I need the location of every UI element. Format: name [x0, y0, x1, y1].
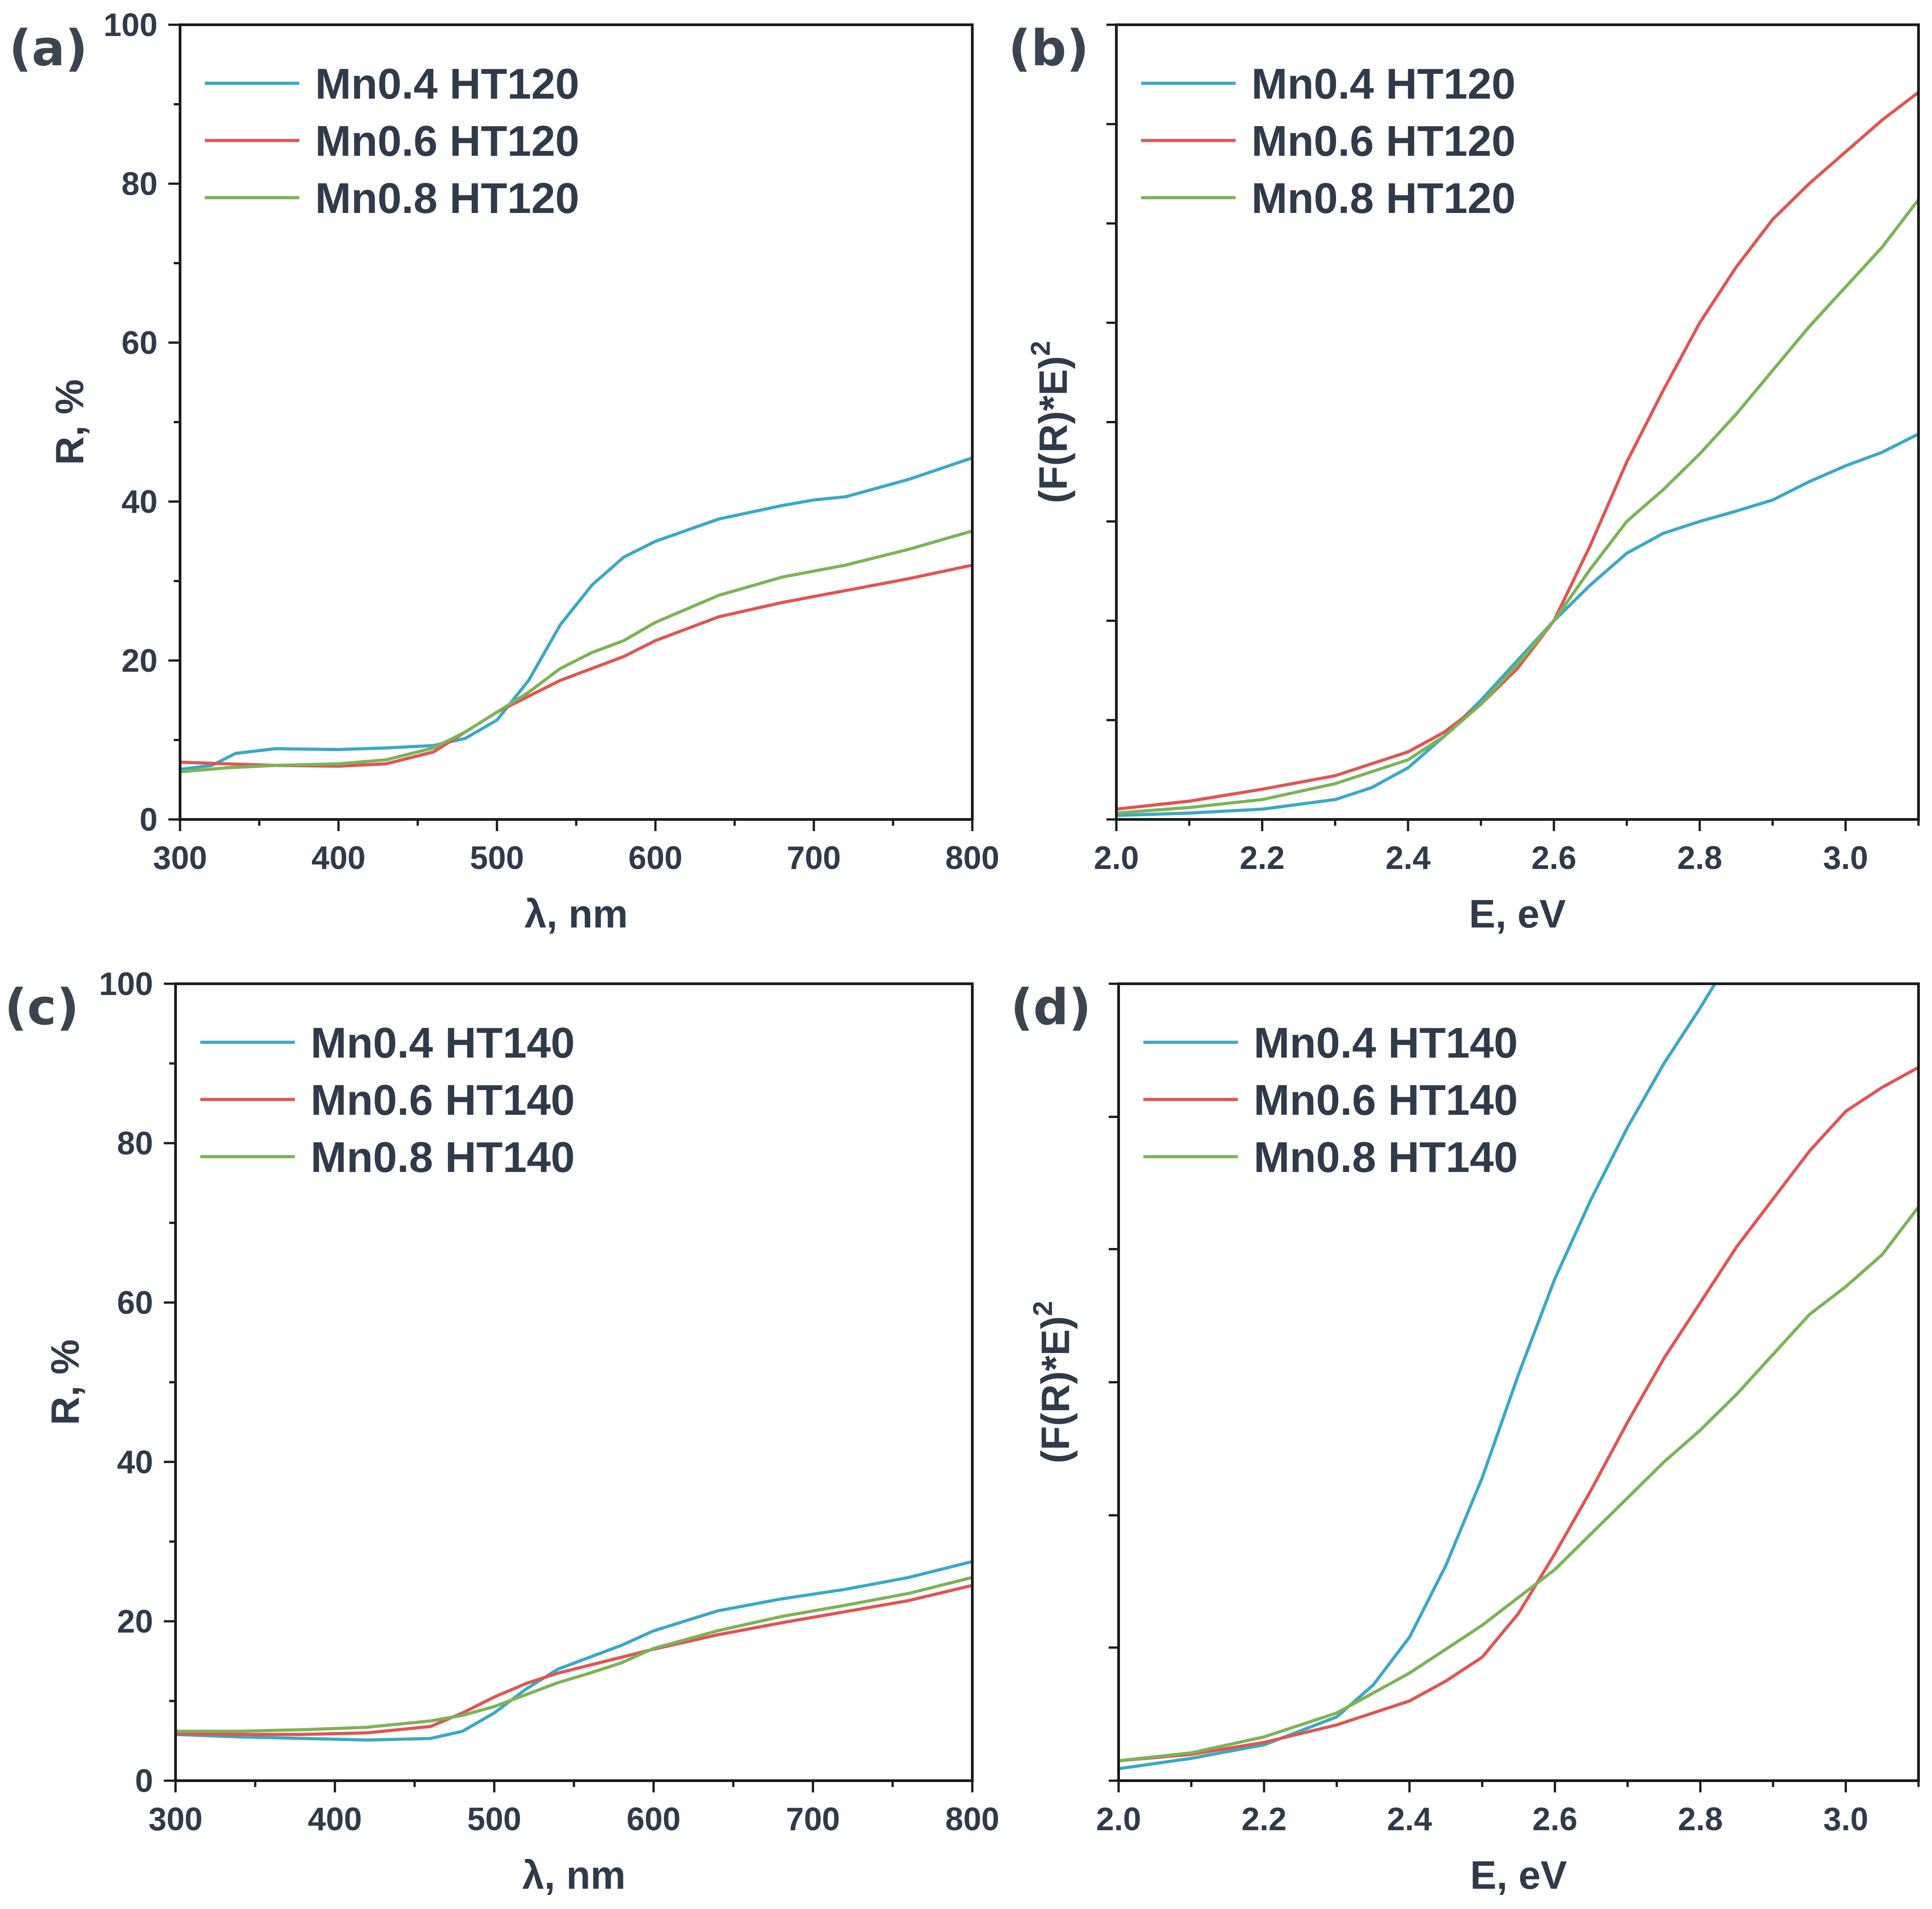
legend-label: Mn0.4 HT140: [311, 1019, 575, 1067]
legend-label: Mn0.8 HT120: [1251, 174, 1516, 222]
series-line-mn0-6-ht140: [1119, 1066, 1918, 1763]
y-tick-label: 20: [117, 1604, 153, 1640]
x-tick-label: 500: [470, 840, 524, 876]
y-tick-label: 80: [117, 1126, 153, 1162]
legend-label: Mn0.6 HT120: [1251, 117, 1516, 165]
x-tick-label: 800: [945, 1801, 999, 1837]
x-tick-label: 2.4: [1386, 840, 1431, 876]
legend: Mn0.4 HT120 Mn0.6 HT120 Mn0.8 HT120: [1141, 60, 1516, 222]
y-axis-title-text: R, %: [43, 1339, 87, 1425]
x-tick-label: 300: [149, 1801, 203, 1837]
plot-frame: [1117, 982, 1920, 1782]
series-line-mn0-4-ht120: [180, 456, 972, 771]
x-tick-label: 3.0: [1823, 840, 1868, 876]
legend-label: Mn0.8 HT140: [1254, 1133, 1518, 1181]
legend-label: Mn0.8 HT140: [311, 1133, 575, 1181]
y-axis-title-text: (F(R)*E): [1033, 1316, 1078, 1463]
legend: Mn0.4 HT140 Mn0.6 HT140 Mn0.8 HT140: [1143, 1019, 1518, 1181]
x-tick-label: 300: [153, 840, 207, 876]
panel-label: (a): [9, 19, 88, 77]
series-line-mn0-4-ht120: [1116, 432, 1918, 817]
x-tick-label: 2.0: [1096, 1801, 1141, 1837]
x-tick-label: 2.2: [1240, 840, 1285, 876]
y-tick-label: 100: [104, 7, 158, 43]
legend: Mn0.4 HT140 Mn0.6 HT140 Mn0.8 HT140: [200, 1019, 575, 1181]
plot-frame: [1115, 23, 1920, 821]
panel-a: 300 400 500 600 700 800 0 20 40 60 80 100 λ, nm R, % (…: [9, 7, 999, 936]
x-axis-title: λ, nm: [522, 1853, 626, 1897]
y-tick-label: 40: [117, 1444, 153, 1480]
panel-label: (d): [1011, 978, 1091, 1036]
x-tick-label: 800: [945, 840, 999, 876]
y-axis-title: R, %: [47, 379, 92, 465]
x-tick-label: 600: [628, 840, 682, 876]
legend-label: Mn0.6 HT140: [1254, 1076, 1518, 1124]
legend-label: Mn0.4 HT120: [1251, 60, 1516, 108]
y-tick-label: 0: [135, 1763, 153, 1799]
x-axis-title: E, eV: [1469, 891, 1566, 936]
x-tick-label: 2.4: [1387, 1801, 1432, 1837]
legend-label: Mn0.4 HT140: [1254, 1019, 1518, 1067]
y-tick-label: 40: [122, 484, 158, 520]
y-tick-label: 0: [140, 802, 158, 838]
y-axis-title: R, %: [43, 1339, 87, 1425]
series-line-mn0-6-ht120: [180, 563, 972, 768]
x-tick-label: 400: [311, 840, 366, 876]
series-line-mn0-8-ht140: [176, 1576, 972, 1733]
series-line-mn0-6-ht140: [176, 1583, 972, 1736]
legend-label: Mn0.8 HT120: [315, 174, 579, 222]
legend-label: Mn0.6 HT120: [315, 117, 579, 165]
x-tick-label: 600: [627, 1801, 681, 1837]
x-tick-label: 2.0: [1094, 840, 1139, 876]
panel-c: 300 400 500 600 700 800 0 20 40 60 80 100 λ, nm R, % (…: [5, 966, 999, 1897]
panel-d: 2.0 2.2 2.4 2.6 2.8 3.0 E, eV (F(R)*E)2 (d) Mn0.4…: [1011, 978, 1920, 1897]
x-tick-label: 2.6: [1532, 1801, 1577, 1837]
y-tick-label: 100: [99, 966, 153, 1002]
series-line-mn0-4-ht140: [176, 1560, 972, 1742]
legend-label: Mn0.6 HT140: [311, 1076, 575, 1124]
panel-label: (b): [1008, 19, 1089, 77]
y-axis-title-superscript: 2: [1025, 341, 1056, 356]
y-tick-label: 20: [122, 643, 158, 679]
y-tick-label: 80: [122, 166, 158, 202]
panel-label: (c): [5, 978, 79, 1036]
legend-label: Mn0.4 HT120: [315, 60, 579, 108]
x-axis-title: λ, nm: [524, 891, 628, 936]
series-line-mn0-8-ht140: [1119, 1205, 1918, 1763]
y-axis-title: (F(R)*E)2: [1028, 1301, 1078, 1464]
series-line-mn0-8-ht120: [180, 529, 972, 774]
x-tick-label: 400: [308, 1801, 362, 1837]
x-axis-title: E, eV: [1470, 1853, 1567, 1897]
series-line-mn0-6-ht120: [1116, 90, 1918, 811]
x-tick-label: 2.6: [1531, 840, 1576, 876]
x-tick-label: 700: [787, 840, 841, 876]
x-tick-label: 2.8: [1678, 1801, 1723, 1837]
x-tick-label: 3.0: [1823, 1801, 1868, 1837]
y-axis-title-superscript: 2: [1028, 1301, 1058, 1316]
y-axis-title-text: R, %: [47, 379, 92, 465]
panel-b: 2.0 2.2 2.4 2.6 2.8 3.0 E, eV (F(R)*E)2 (b) Mn0.4…: [1008, 19, 1920, 936]
series-line-mn0-8-ht120: [1116, 198, 1918, 815]
x-tick-label: 500: [467, 1801, 521, 1837]
x-tick-label: 2.2: [1241, 1801, 1286, 1837]
x-tick-label: 700: [786, 1801, 840, 1837]
legend: Mn0.4 HT120 Mn0.6 HT120 Mn0.8 HT120: [205, 60, 579, 222]
y-tick-label: 60: [117, 1285, 153, 1321]
y-tick-label: 60: [122, 325, 158, 361]
y-axis-title: (F(R)*E)2: [1025, 341, 1075, 503]
y-axis-title-text: (F(R)*E): [1031, 356, 1075, 503]
x-tick-label: 2.8: [1677, 840, 1722, 876]
